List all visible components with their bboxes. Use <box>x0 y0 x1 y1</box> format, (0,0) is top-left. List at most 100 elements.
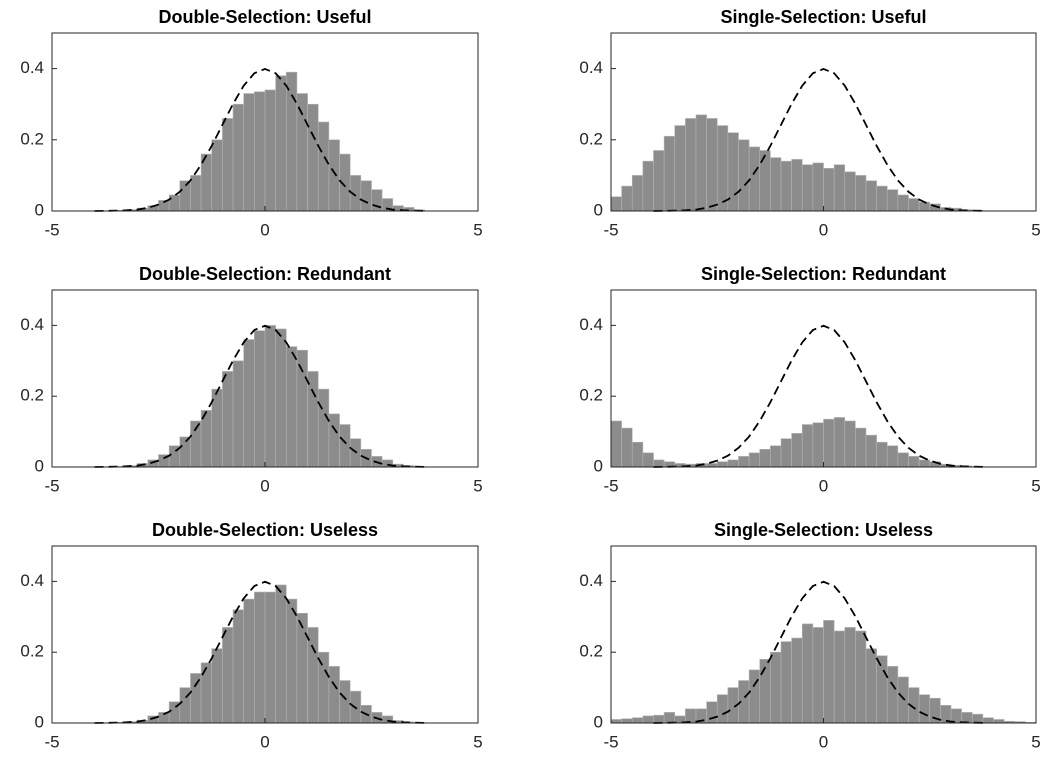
histogram-bar <box>264 591 276 724</box>
x-tick-label: -5 <box>44 476 59 495</box>
histogram-bar <box>285 598 298 724</box>
x-tick-label: -5 <box>603 220 618 239</box>
x-tick-label: -5 <box>44 220 59 239</box>
histogram-bar <box>791 159 803 212</box>
histogram-bar <box>275 75 287 212</box>
histogram-bar <box>706 118 718 212</box>
histogram-bar <box>918 694 931 724</box>
chart-title: Single-Selection: Useful <box>720 7 926 27</box>
histogram-bar <box>653 150 665 212</box>
histogram-bar <box>663 712 676 724</box>
histogram-bar <box>716 461 729 468</box>
histogram-bar <box>328 139 340 212</box>
histogram-bar <box>971 713 984 724</box>
histogram-bar <box>865 648 877 724</box>
y-tick-label: 0.4 <box>579 315 603 334</box>
histogram-bar <box>918 201 931 212</box>
histogram-bar <box>748 452 761 468</box>
y-tick-label: 0.2 <box>579 129 603 148</box>
histogram-bar <box>232 360 245 468</box>
histogram-bar <box>876 441 888 468</box>
histogram-bar <box>865 434 877 468</box>
histogram-bar <box>663 135 676 212</box>
y-tick-label: 0 <box>594 200 603 219</box>
histogram-bar <box>940 704 952 724</box>
histogram-bar <box>631 175 644 212</box>
histogram-bar <box>285 71 298 212</box>
histogram-bar <box>833 417 846 468</box>
histogram-bar <box>243 339 255 468</box>
histogram-bar <box>200 662 213 724</box>
histogram-bar <box>855 630 867 724</box>
x-tick-label: 0 <box>260 220 269 239</box>
histogram-bar <box>780 160 792 212</box>
histogram-bar <box>642 160 654 212</box>
y-tick-label: 0 <box>35 456 44 475</box>
y-tick-label: 0.2 <box>20 129 44 148</box>
histogram-bar <box>179 180 191 212</box>
histogram-bar <box>285 346 298 468</box>
y-tick-label: 0 <box>594 712 603 731</box>
histogram-bar <box>674 125 686 212</box>
histogram-bar <box>264 325 276 468</box>
x-tick-label: 0 <box>260 476 269 495</box>
histogram-bar <box>307 627 319 724</box>
histogram-bar <box>254 91 266 212</box>
histogram-bar <box>876 655 888 724</box>
histogram-bar <box>222 118 234 212</box>
histogram-bar <box>738 139 750 212</box>
histogram-bar <box>222 371 234 468</box>
y-tick-label: 0.4 <box>579 58 603 77</box>
histogram-bar <box>897 194 909 212</box>
histogram-bar <box>621 185 633 212</box>
x-tick-label: -5 <box>603 732 618 751</box>
histogram-bar <box>222 627 234 724</box>
histogram-bar <box>908 456 920 468</box>
histogram-bar <box>307 371 319 468</box>
histogram-bar <box>716 694 729 724</box>
x-tick-label: -5 <box>603 476 618 495</box>
histogram-bar <box>254 591 266 724</box>
histogram-bar <box>982 717 994 724</box>
y-tick-label: 0.2 <box>579 642 603 661</box>
histogram-bar <box>179 436 191 468</box>
histogram-bar <box>770 651 782 724</box>
x-tick-label: 0 <box>819 476 828 495</box>
histogram-bar <box>275 328 287 468</box>
histogram-bar <box>855 175 867 212</box>
histogram-bar <box>844 420 856 468</box>
histogram-bar <box>897 676 909 724</box>
histogram-bar <box>801 623 814 724</box>
y-tick-label: 0 <box>35 200 44 219</box>
histogram-bar <box>190 175 202 212</box>
histogram-bar <box>232 609 245 724</box>
histogram-bar <box>243 598 255 724</box>
histogram-bar <box>610 196 622 212</box>
histogram-bar <box>621 718 633 724</box>
histogram-bar <box>770 157 782 212</box>
histogram-bar <box>706 463 718 468</box>
x-tick-label: 5 <box>1031 732 1040 751</box>
chart-title: Double-Selection: Redundant <box>139 264 391 284</box>
x-tick-label: 5 <box>1031 220 1040 239</box>
y-tick-label: 0.4 <box>20 571 44 590</box>
x-tick-label: 0 <box>819 220 828 239</box>
histogram-bar <box>727 459 739 468</box>
histogram-bar <box>211 139 223 212</box>
chart-title: Single-Selection: Useless <box>714 520 933 540</box>
histogram-bar <box>844 627 856 724</box>
histogram-bar <box>642 452 654 468</box>
y-tick-label: 0.2 <box>20 386 44 405</box>
histogram-bar <box>865 180 877 212</box>
histogram-bar <box>855 427 867 468</box>
histogram-bar <box>716 125 729 212</box>
y-tick-label: 0.4 <box>20 58 44 77</box>
x-tick-label: 0 <box>260 732 269 751</box>
histogram-bar <box>759 448 771 468</box>
histogram-bar <box>254 330 266 468</box>
x-tick-label: 5 <box>473 476 482 495</box>
histogram-bar <box>801 424 814 468</box>
histogram-bar <box>621 427 633 468</box>
histogram-bar <box>685 708 697 724</box>
